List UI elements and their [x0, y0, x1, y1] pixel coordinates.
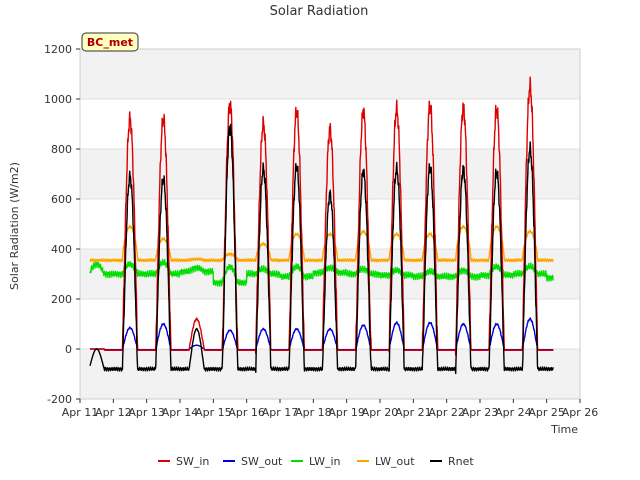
x-tick-label: Apr 11	[62, 406, 99, 419]
x-axis-label: Time	[550, 423, 578, 436]
grid-band	[80, 49, 580, 99]
x-tick-label: Apr 19	[328, 406, 365, 419]
y-tick-label: 600	[51, 193, 72, 206]
x-tick-label: Apr 26	[562, 406, 599, 419]
x-tick-label: Apr 13	[128, 406, 165, 419]
x-tick-label: Apr 12	[95, 406, 132, 419]
y-tick-label: 1000	[44, 93, 72, 106]
station-label-box: BC_met	[81, 32, 139, 52]
plot-frame	[79, 48, 581, 400]
x-tick-label: Apr 20	[362, 406, 399, 419]
y-tick-label: 1200	[44, 43, 72, 56]
x-tick-label: Apr 18	[295, 406, 332, 419]
y-tick-label: 400	[51, 243, 72, 256]
grid-band	[80, 349, 580, 399]
legend-label: SW_in	[176, 455, 209, 468]
grid-band	[80, 249, 580, 299]
station-label: BC_met	[87, 36, 133, 49]
series-line-sw-in	[89, 76, 554, 356]
y-axis-label: Solar Radiation (W/m2)	[8, 162, 21, 290]
x-tick-label: Apr 14	[162, 406, 199, 419]
y-tick-label: -200	[47, 393, 72, 406]
x-tick-label: Apr 23	[462, 406, 499, 419]
legend-label: LW_in	[309, 455, 341, 468]
series-layer	[89, 76, 554, 375]
legend-label: Rnet	[448, 455, 474, 468]
background-bands	[80, 49, 580, 399]
y-tick-label: 200	[51, 293, 72, 306]
x-tick-label: Apr 24	[495, 406, 532, 419]
plot-background	[80, 49, 580, 399]
legend: SW_in SW_out LW_in LW_out Rnet	[158, 455, 474, 468]
y-tick-label: 0	[65, 343, 72, 356]
x-tick-label: Apr 22	[428, 406, 465, 419]
y-axis-ticks: -200 0 200 400 600 800 1000 1200	[44, 43, 80, 406]
x-tick-label: Apr 15	[195, 406, 232, 419]
series-line-rnet	[89, 123, 554, 375]
chart-title: Solar Radiation	[270, 4, 369, 19]
x-tick-label: Apr 21	[395, 406, 432, 419]
x-tick-label: Apr 25	[528, 406, 565, 419]
y-tick-label: 800	[51, 143, 72, 156]
x-tick-label: Apr 17	[262, 406, 299, 419]
legend-label: LW_out	[375, 455, 415, 468]
x-tick-label: Apr 16	[228, 406, 265, 419]
legend-label: SW_out	[241, 455, 283, 468]
